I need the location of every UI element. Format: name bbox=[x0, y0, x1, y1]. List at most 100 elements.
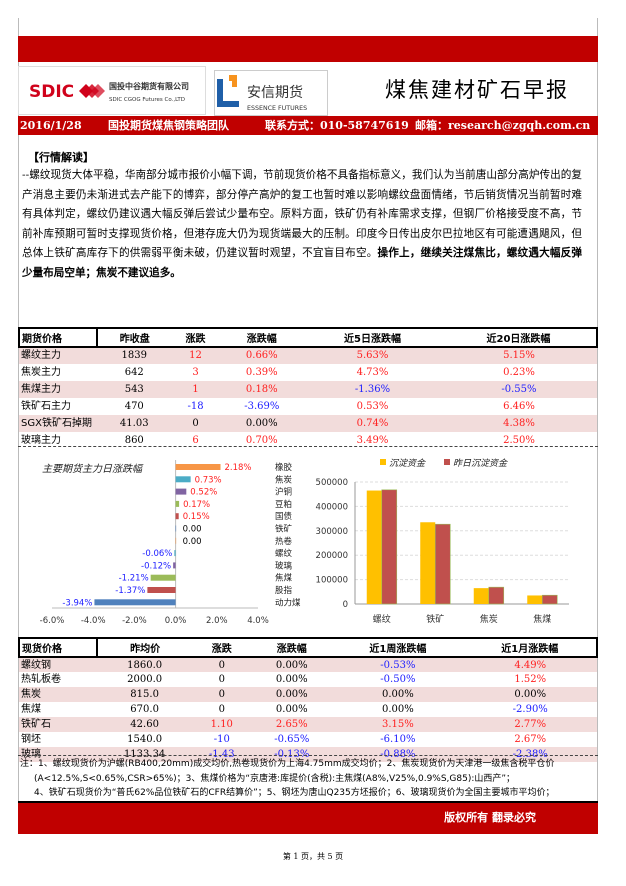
legend-swatch bbox=[380, 459, 386, 465]
bar bbox=[473, 588, 489, 604]
y-tick-label: 400000 bbox=[316, 502, 348, 512]
table-cell: -2.38% bbox=[463, 747, 597, 762]
table-row: 铁矿石主力 470 -18 -3.69% 0.53% 6.46% bbox=[19, 398, 597, 415]
table-row: 焦煤 670.0 0 0.00% 0.00% -2.90% bbox=[19, 702, 597, 717]
category-label: 螺纹 bbox=[373, 613, 391, 625]
table-cell: -3.69% bbox=[244, 400, 280, 412]
row-label: 热轧板卷 bbox=[21, 674, 61, 685]
y-tick-label: 0 bbox=[343, 600, 348, 610]
futures-price-table: 期货价格 昨收盘 涨跌 涨跌幅 近5日涨跌幅 近20日涨跌幅 螺纹主力 1839 1… bbox=[18, 327, 599, 449]
table-cell: 0.00% bbox=[381, 704, 414, 715]
table-cell: 2.65% bbox=[251, 717, 333, 732]
table-cell: 0.23% bbox=[503, 366, 535, 378]
x-tick-label: 0.0% bbox=[165, 616, 187, 626]
table-cell: 0.74% bbox=[304, 415, 441, 432]
table-row: 螺纹钢 1860.0 0 0.00% -0.53% 4.49% bbox=[19, 657, 597, 672]
table-header-row: 期货价格 昨收盘 涨跌 涨跌幅 近5日涨跌幅 近20日涨跌幅 bbox=[18, 327, 599, 348]
table-cell: 2.50% bbox=[503, 434, 535, 446]
bar bbox=[175, 464, 221, 470]
table-row: 螺纹主力 1839 12 0.66% 5.63% 5.15% bbox=[19, 347, 597, 364]
table-cell: -18 bbox=[187, 400, 204, 412]
bar bbox=[174, 550, 176, 557]
note-line: 4、铁矿石现货价为“普氏62%品位铁矿石的CFR结算价”；5、钢坯为唐山Q235… bbox=[34, 788, 555, 798]
company1-name: 国投中谷期货有限公司 bbox=[109, 81, 189, 91]
row-label: 玻璃主力 bbox=[21, 434, 61, 446]
table-cell: 543 bbox=[97, 381, 172, 398]
table-cell: 0 bbox=[218, 674, 225, 685]
table-cell: 1133.34 bbox=[97, 747, 193, 762]
table-header-row: 现货价格 昨均价 涨跌 涨跌幅 近1周涨跌幅 近1月涨跌幅 bbox=[18, 637, 598, 658]
table-cell: 0 bbox=[192, 687, 252, 702]
column-header: 昨均价 bbox=[97, 637, 193, 658]
table-cell: 2000.0 bbox=[127, 674, 163, 685]
table-cell: 642 bbox=[124, 366, 144, 378]
table-row: 焦煤主力 543 1 0.18% -1.36% -0.55% bbox=[19, 381, 597, 398]
team-name: 国投期货煤焦钢策略团队 bbox=[108, 119, 229, 132]
x-tick-label: 4.0% bbox=[247, 616, 269, 626]
table-row: 玻璃主力 860 6 0.70% 3.49% 2.50% bbox=[19, 432, 597, 449]
table-cell: -2.90% bbox=[512, 704, 548, 715]
table-row: 铁矿石 42.60 1.10 2.65% 3.15% 2.77% bbox=[19, 717, 597, 732]
essence-logo: 安信期货 ESSENCE FUTURES bbox=[214, 70, 328, 116]
bar bbox=[175, 525, 177, 532]
table-cell: -0.88% bbox=[332, 747, 464, 762]
category-label: 焦炭 bbox=[480, 613, 498, 625]
copyright-text: 版权所有 翻录必究 bbox=[444, 811, 536, 824]
row-label: 玻璃 bbox=[19, 747, 97, 762]
category-label: 股指 bbox=[275, 585, 293, 596]
column-header: 近5日涨跌幅 bbox=[304, 327, 441, 348]
table-row: 热轧板卷 2000.0 0 0.00% -0.50% 1.52% bbox=[19, 672, 597, 687]
table-row: 焦炭主力 642 3 0.39% 4.73% 0.23% bbox=[19, 364, 597, 381]
top-red-band bbox=[18, 36, 598, 62]
table-cell: -10 bbox=[213, 734, 230, 745]
data-label: 0.52% bbox=[190, 488, 217, 498]
table-cell: 0 bbox=[192, 657, 252, 672]
bar bbox=[434, 523, 451, 605]
column-header: 近1周涨跌幅 bbox=[332, 637, 464, 658]
table-cell: 2.67% bbox=[514, 734, 547, 745]
table-cell: 0.00% bbox=[275, 704, 308, 715]
contact-email[interactable]: 邮箱：research@zgqh.com.cn bbox=[415, 119, 591, 132]
table-cell: 860 bbox=[124, 434, 144, 446]
row-label: 铁矿石 bbox=[19, 717, 97, 732]
table-row: SGX铁矿石掉期 41.03 0 0.00% 0.74% 4.38% bbox=[19, 415, 597, 432]
data-label: 0.00 bbox=[183, 525, 202, 535]
table-cell: -0.50% bbox=[380, 674, 416, 685]
table-cell: 470 bbox=[124, 400, 144, 412]
x-tick-label: -2.0% bbox=[122, 616, 147, 626]
bar bbox=[488, 586, 505, 605]
analysis-conclusion: 操作上，继续关注煤焦比，螺纹遇大幅反弹少量布局空单；焦炭不建议追多。 bbox=[22, 247, 583, 279]
category-label: 焦煤 bbox=[275, 573, 293, 584]
bar bbox=[527, 595, 543, 604]
notes: 注：1、螺纹现货价为沪螺(RB400,20mm)成交均价,热卷现货价为上海4.7… bbox=[20, 757, 595, 801]
section-heading: 【行情解读】 bbox=[28, 151, 94, 164]
data-label: 0.00 bbox=[183, 537, 202, 547]
table-cell: 5.15% bbox=[440, 347, 597, 364]
daily-change-bar-chart: 主要期货主力日涨跌幅 -6.0% -4.0% -2.0% 0.0% 2.0% 4.0% 2.… bbox=[40, 460, 301, 626]
data-label: 0.17% bbox=[183, 500, 210, 510]
table-cell: 1839 bbox=[97, 347, 172, 364]
page-number: 第 1 页，共 5 页 bbox=[282, 852, 344, 861]
row-label: 焦炭 bbox=[19, 687, 97, 702]
analysis-body: --螺纹现货大体平稳，华南部分城市报价小幅下调，节前现货价格不具备指标意义，我们… bbox=[22, 169, 582, 259]
y-tick-label: 200000 bbox=[316, 551, 348, 561]
bar bbox=[175, 500, 180, 507]
divider bbox=[18, 755, 598, 756]
table-cell: 0.00% bbox=[463, 687, 597, 702]
row-label: 焦煤 bbox=[21, 704, 41, 715]
row-label: 铁矿石主力 bbox=[21, 400, 71, 412]
table-cell: 1.10 bbox=[192, 717, 252, 732]
column-header: 期货价格 bbox=[18, 327, 98, 348]
report-date: 2016/1/28 bbox=[20, 119, 82, 132]
note-line: 注：1、螺纹现货价为沪螺(RB400,20mm)成交均价,热卷现货价为上海4.7… bbox=[20, 759, 555, 769]
y-tick-label: 300000 bbox=[316, 527, 348, 537]
bar bbox=[94, 599, 176, 606]
settled-funds-bar-chart: 0 100000 200000 300000 400000 500000 螺纹 铁矿 焦炭 焦煤 沉… bbox=[316, 458, 569, 625]
category-label: 铁矿 bbox=[275, 524, 293, 535]
row-label: 钢坯 bbox=[21, 734, 41, 745]
table-cell: -0.55% bbox=[440, 381, 597, 398]
table-cell: -0.53% bbox=[332, 657, 464, 672]
table-cell: 0 bbox=[218, 704, 225, 715]
report-title: 煤焦建材矿石早报 bbox=[385, 78, 569, 102]
table-cell: 0.00% bbox=[251, 687, 333, 702]
